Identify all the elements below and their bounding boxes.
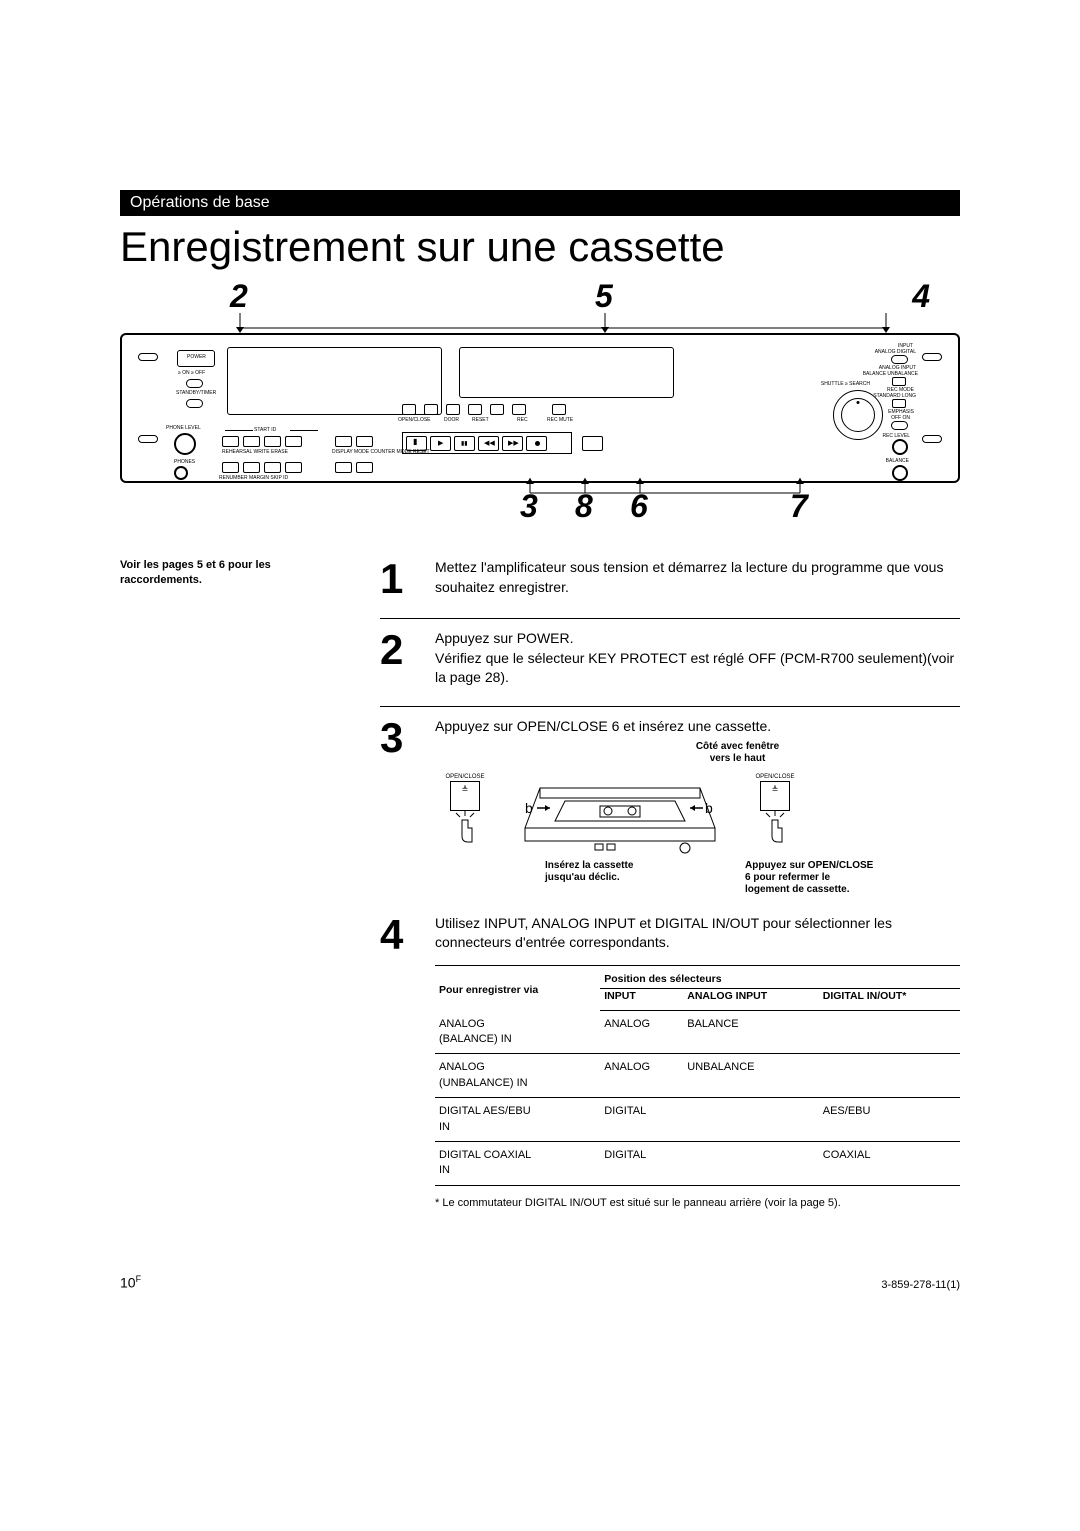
th-c2: ANALOG INPUT — [683, 989, 819, 1011]
table-cell: BALANCE — [683, 1011, 819, 1054]
step-4-text: Utilisez INPUT, ANALOG INPUT et DIGITAL … — [435, 914, 960, 953]
step-3-number: 3 — [380, 717, 420, 896]
table-cell: DIGITAL AES/EBU IN — [435, 1098, 600, 1142]
th-c1: INPUT — [600, 989, 683, 1011]
cassette-top-caption: Côté avec fenêtre vers le haut — [515, 741, 960, 765]
btns1-label: REHEARSAL WRITE ERASE — [222, 449, 288, 455]
table-cell: COAXIAL — [819, 1141, 960, 1185]
callout-2: 2 — [230, 278, 248, 315]
callout-6: 6 — [630, 488, 648, 525]
table-cell: DIGITAL — [600, 1141, 683, 1185]
shuttle-label: SHUTTLE ≥ SEARCH — [821, 381, 870, 387]
cassette-tray-illus: b b — [515, 773, 725, 853]
th-left: Pour enregistrer via — [435, 965, 600, 1010]
section-header: Opérations de base — [120, 190, 960, 216]
step-1-number: 1 — [380, 558, 420, 600]
balance-label: BALANCE UNBALANCE — [863, 371, 918, 377]
power-label: POWER — [187, 354, 206, 360]
callout-5: 5 — [595, 278, 613, 315]
table-cell: ANALOG (BALANCE) IN — [435, 1011, 600, 1054]
openclose-button-left-illus: ≜ — [450, 781, 480, 811]
table-cell — [683, 1141, 819, 1185]
table-cell: ANALOG (UNBALANCE) IN — [435, 1054, 600, 1098]
on-off-label: ≥ ON ≥ OFF — [178, 370, 205, 376]
svg-text:b: b — [525, 800, 533, 816]
phone-level-label: PHONE LEVEL — [166, 425, 201, 431]
table-cell — [819, 1054, 960, 1098]
document-id: 3-859-278-11(1) — [120, 1279, 960, 1291]
step-1-text: Mettez l'amplificateur sous tension et d… — [435, 558, 960, 600]
table-cell: AES/EBU — [819, 1098, 960, 1142]
table-cell: UNBALANCE — [683, 1054, 819, 1098]
table-cell: ANALOG — [600, 1054, 683, 1098]
openclose-label: OPEN/CLOSE — [398, 417, 431, 423]
table-cell — [819, 1011, 960, 1054]
th-c3: DIGITAL IN/OUT* — [819, 989, 960, 1011]
table-cell — [683, 1098, 819, 1142]
oc-label-left: OPEN/CLOSE — [435, 773, 495, 781]
balance-r-label: BALANCE — [886, 458, 909, 464]
page-number: 10F — [120, 1274, 141, 1291]
door-label: DOOR — [444, 417, 459, 423]
rec-label: REC — [517, 417, 528, 423]
table-footnote: * Le commutateur DIGITAL IN/OUT est situ… — [435, 1196, 960, 1211]
openclose-button-right-illus: ≜ — [760, 781, 790, 811]
device-diagram: 2 5 4 POWER ≥ ON — [120, 278, 960, 538]
side-note: Voir les pages 5 et 6 pour les raccordem… — [120, 558, 355, 1229]
steps-list: 1 Mettez l'amplificateur sous tension et… — [380, 558, 960, 1229]
page-title: Enregistrement sur une cassette — [120, 224, 960, 270]
finger-press-icon — [760, 810, 790, 844]
step-2-number: 2 — [380, 629, 420, 688]
table-cell: DIGITAL — [600, 1098, 683, 1142]
cassette-right-caption: Appuyez sur OPEN/CLOSE 6 pour refermer l… — [745, 860, 895, 896]
step-3-text: Appuyez sur OPEN/CLOSE 6 et insérez une … — [435, 717, 960, 737]
cassette-left-caption: Insérez la cassette jusqu'au déclic. — [515, 860, 725, 896]
rec-level-label: REC LEVEL — [882, 433, 910, 439]
callout-4: 4 — [912, 278, 930, 315]
callout-8: 8 — [575, 488, 593, 525]
oc-label-right: OPEN/CLOSE — [745, 773, 805, 781]
phones-label: PHONES — [174, 459, 195, 465]
step-2-text: Appuyez sur POWER. Vérifiez que le sélec… — [435, 629, 960, 688]
table-cell: DIGITAL COAXIAL IN — [435, 1141, 600, 1185]
standby-label: STANDBY/TIMER — [176, 390, 216, 396]
callout-7: 7 — [790, 488, 808, 525]
selector-table: Pour enregistrer via Position des sélect… — [435, 965, 960, 1186]
mute-label: REC MUTE — [547, 417, 573, 423]
callout-3: 3 — [520, 488, 538, 525]
finger-press-icon — [450, 810, 480, 844]
th-group: Position des sélecteurs — [600, 965, 960, 989]
table-cell: ANALOG — [600, 1011, 683, 1054]
step-4-number: 4 — [380, 914, 420, 1212]
start-id-label: START ID — [254, 427, 276, 433]
svg-text:b: b — [705, 800, 713, 816]
reset-label: RESET — [472, 417, 489, 423]
